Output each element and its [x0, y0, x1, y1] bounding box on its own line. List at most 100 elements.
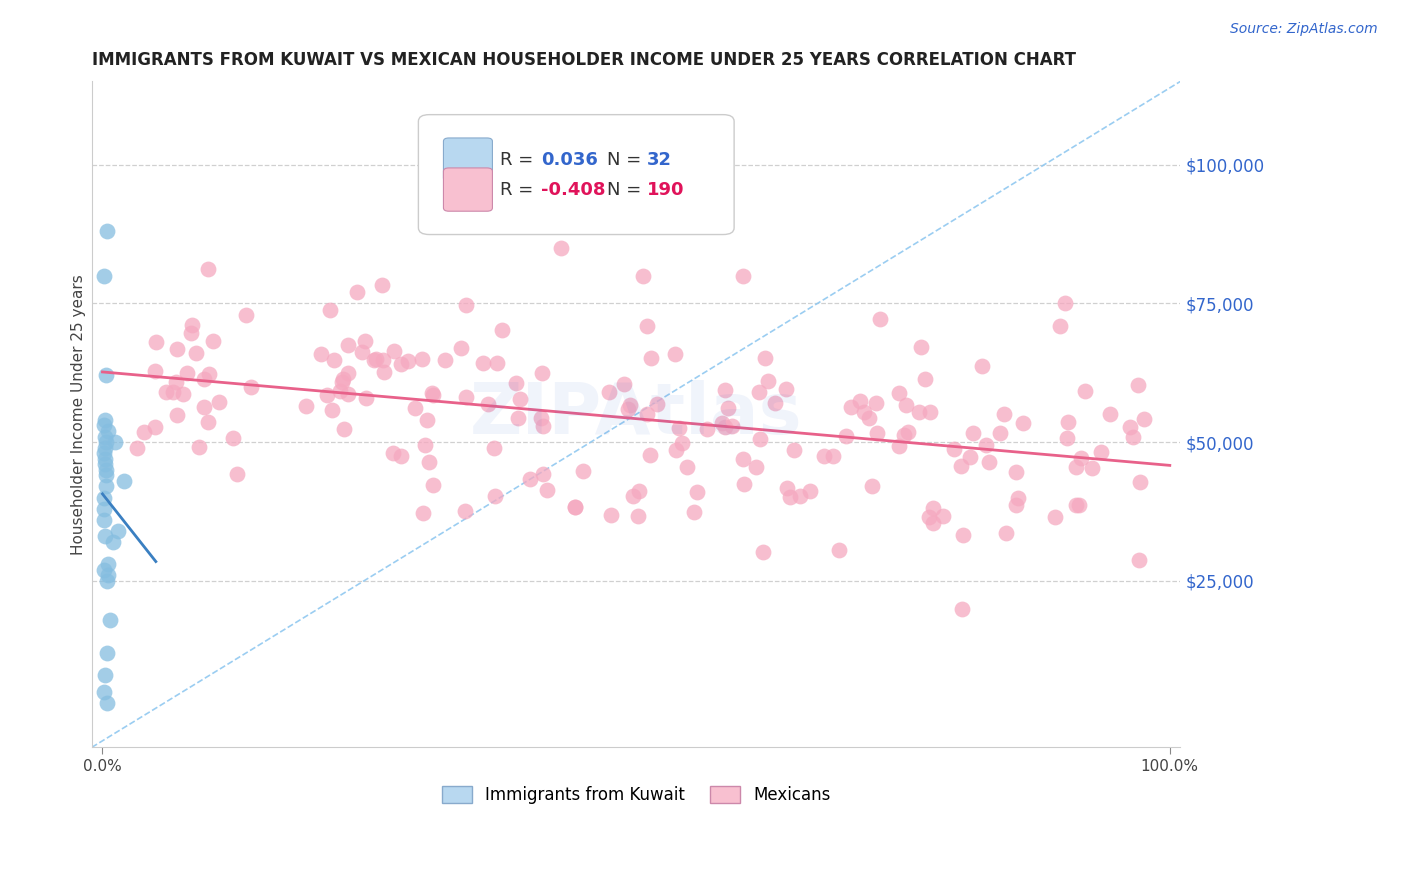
Mexicans — [748, 384, 770, 399]
Mexicans — [346, 285, 368, 299]
Mexicans — [1070, 450, 1092, 465]
Mexicans — [865, 395, 887, 409]
Mexicans — [132, 425, 155, 439]
Mexicans — [866, 425, 889, 440]
Mexicans — [193, 372, 215, 386]
Mexicans — [186, 346, 208, 360]
Mexicans — [897, 425, 920, 439]
Mexicans — [188, 440, 211, 454]
Mexicans — [922, 500, 945, 515]
Immigrants from Kuwait — [93, 501, 115, 516]
Mexicans — [711, 416, 734, 430]
Immigrants from Kuwait — [93, 446, 115, 460]
Mexicans — [155, 384, 177, 399]
Mexicans — [637, 407, 659, 421]
Mexicans — [550, 241, 572, 255]
Mexicans — [1056, 431, 1078, 445]
Mexicans — [1119, 420, 1142, 434]
Mexicans — [896, 399, 918, 413]
Mexicans — [754, 351, 776, 365]
Mexicans — [848, 394, 870, 409]
Mexicans — [389, 357, 412, 371]
Mexicans — [323, 353, 346, 368]
Text: R =: R = — [501, 151, 538, 169]
Mexicans — [145, 334, 167, 349]
Mexicans — [731, 268, 754, 283]
Mexicans — [959, 450, 981, 465]
Mexicans — [352, 345, 374, 359]
Mexicans — [995, 525, 1018, 540]
Immigrants from Kuwait — [93, 441, 115, 455]
Immigrants from Kuwait — [94, 479, 117, 493]
Mexicans — [482, 442, 505, 456]
Mexicans — [506, 410, 529, 425]
Mexicans — [914, 372, 936, 386]
Legend: Immigrants from Kuwait, Mexicans: Immigrants from Kuwait, Mexicans — [433, 778, 839, 813]
Mexicans — [363, 352, 385, 367]
Mexicans — [1074, 384, 1097, 399]
Mexicans — [332, 372, 354, 386]
Mexicans — [456, 390, 478, 404]
Mexicans — [166, 408, 188, 422]
Immigrants from Kuwait — [104, 435, 127, 450]
Mexicans — [239, 379, 262, 393]
Mexicans — [748, 432, 770, 446]
Mexicans — [472, 356, 495, 370]
Immigrants from Kuwait — [96, 696, 118, 710]
Mexicans — [509, 392, 531, 407]
Mexicans — [321, 402, 343, 417]
Mexicans — [366, 351, 388, 366]
Immigrants from Kuwait — [93, 451, 115, 466]
Mexicans — [921, 516, 943, 531]
Mexicans — [974, 438, 997, 452]
Mexicans — [197, 262, 219, 277]
Mexicans — [918, 510, 941, 524]
Immigrants from Kuwait — [93, 491, 115, 505]
Mexicans — [416, 413, 439, 427]
Mexicans — [1090, 445, 1112, 459]
Mexicans — [813, 449, 835, 463]
Immigrants from Kuwait — [96, 224, 118, 238]
Mexicans — [1067, 499, 1090, 513]
Mexicans — [952, 528, 974, 542]
Mexicans — [519, 472, 541, 486]
Mexicans — [505, 376, 527, 390]
Mexicans — [1133, 412, 1156, 426]
Mexicans — [640, 351, 662, 365]
Mexicans — [564, 500, 586, 514]
Mexicans — [536, 483, 558, 497]
Immigrants from Kuwait — [93, 418, 115, 433]
Immigrants from Kuwait — [93, 529, 115, 543]
Mexicans — [412, 506, 434, 520]
Immigrants from Kuwait — [96, 574, 118, 588]
Mexicans — [910, 340, 932, 354]
Mexicans — [752, 545, 775, 559]
Mexicans — [484, 490, 506, 504]
Mexicans — [828, 542, 851, 557]
Mexicans — [887, 385, 910, 400]
Mexicans — [143, 364, 166, 378]
Mexicans — [354, 334, 377, 348]
Mexicans — [1128, 552, 1150, 566]
Mexicans — [422, 388, 444, 402]
FancyBboxPatch shape — [419, 115, 734, 235]
Mexicans — [485, 356, 508, 370]
Mexicans — [627, 483, 650, 498]
Mexicans — [201, 334, 224, 348]
Mexicans — [733, 477, 755, 491]
Mexicans — [127, 441, 149, 455]
Mexicans — [373, 365, 395, 379]
Text: N =: N = — [607, 180, 647, 199]
Mexicans — [932, 509, 955, 524]
Mexicans — [491, 323, 513, 337]
Text: 190: 190 — [647, 180, 685, 199]
Immigrants from Kuwait — [93, 413, 115, 427]
Mexicans — [745, 460, 768, 475]
Mexicans — [970, 359, 993, 373]
Mexicans — [145, 419, 167, 434]
Immigrants from Kuwait — [96, 646, 118, 660]
Mexicans — [235, 308, 257, 322]
FancyBboxPatch shape — [443, 168, 492, 211]
Mexicans — [962, 426, 984, 441]
Immigrants from Kuwait — [93, 563, 115, 577]
